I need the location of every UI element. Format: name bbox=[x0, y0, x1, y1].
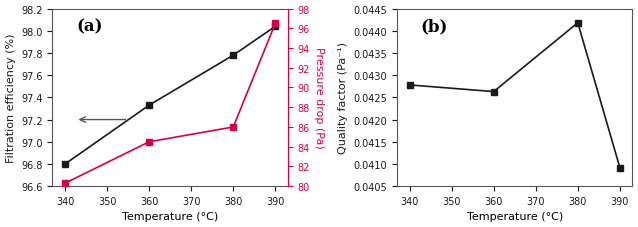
X-axis label: Temperature (°C): Temperature (°C) bbox=[122, 212, 218, 222]
Text: (a): (a) bbox=[76, 18, 103, 35]
X-axis label: Temperature (°C): Temperature (°C) bbox=[466, 212, 563, 222]
Y-axis label: Quality factor (Pa⁻¹): Quality factor (Pa⁻¹) bbox=[338, 42, 348, 154]
Text: (b): (b) bbox=[420, 18, 448, 35]
Y-axis label: Filtration efficiency (%): Filtration efficiency (%) bbox=[6, 33, 15, 162]
Y-axis label: Pressure drop (Pa): Pressure drop (Pa) bbox=[314, 47, 324, 149]
